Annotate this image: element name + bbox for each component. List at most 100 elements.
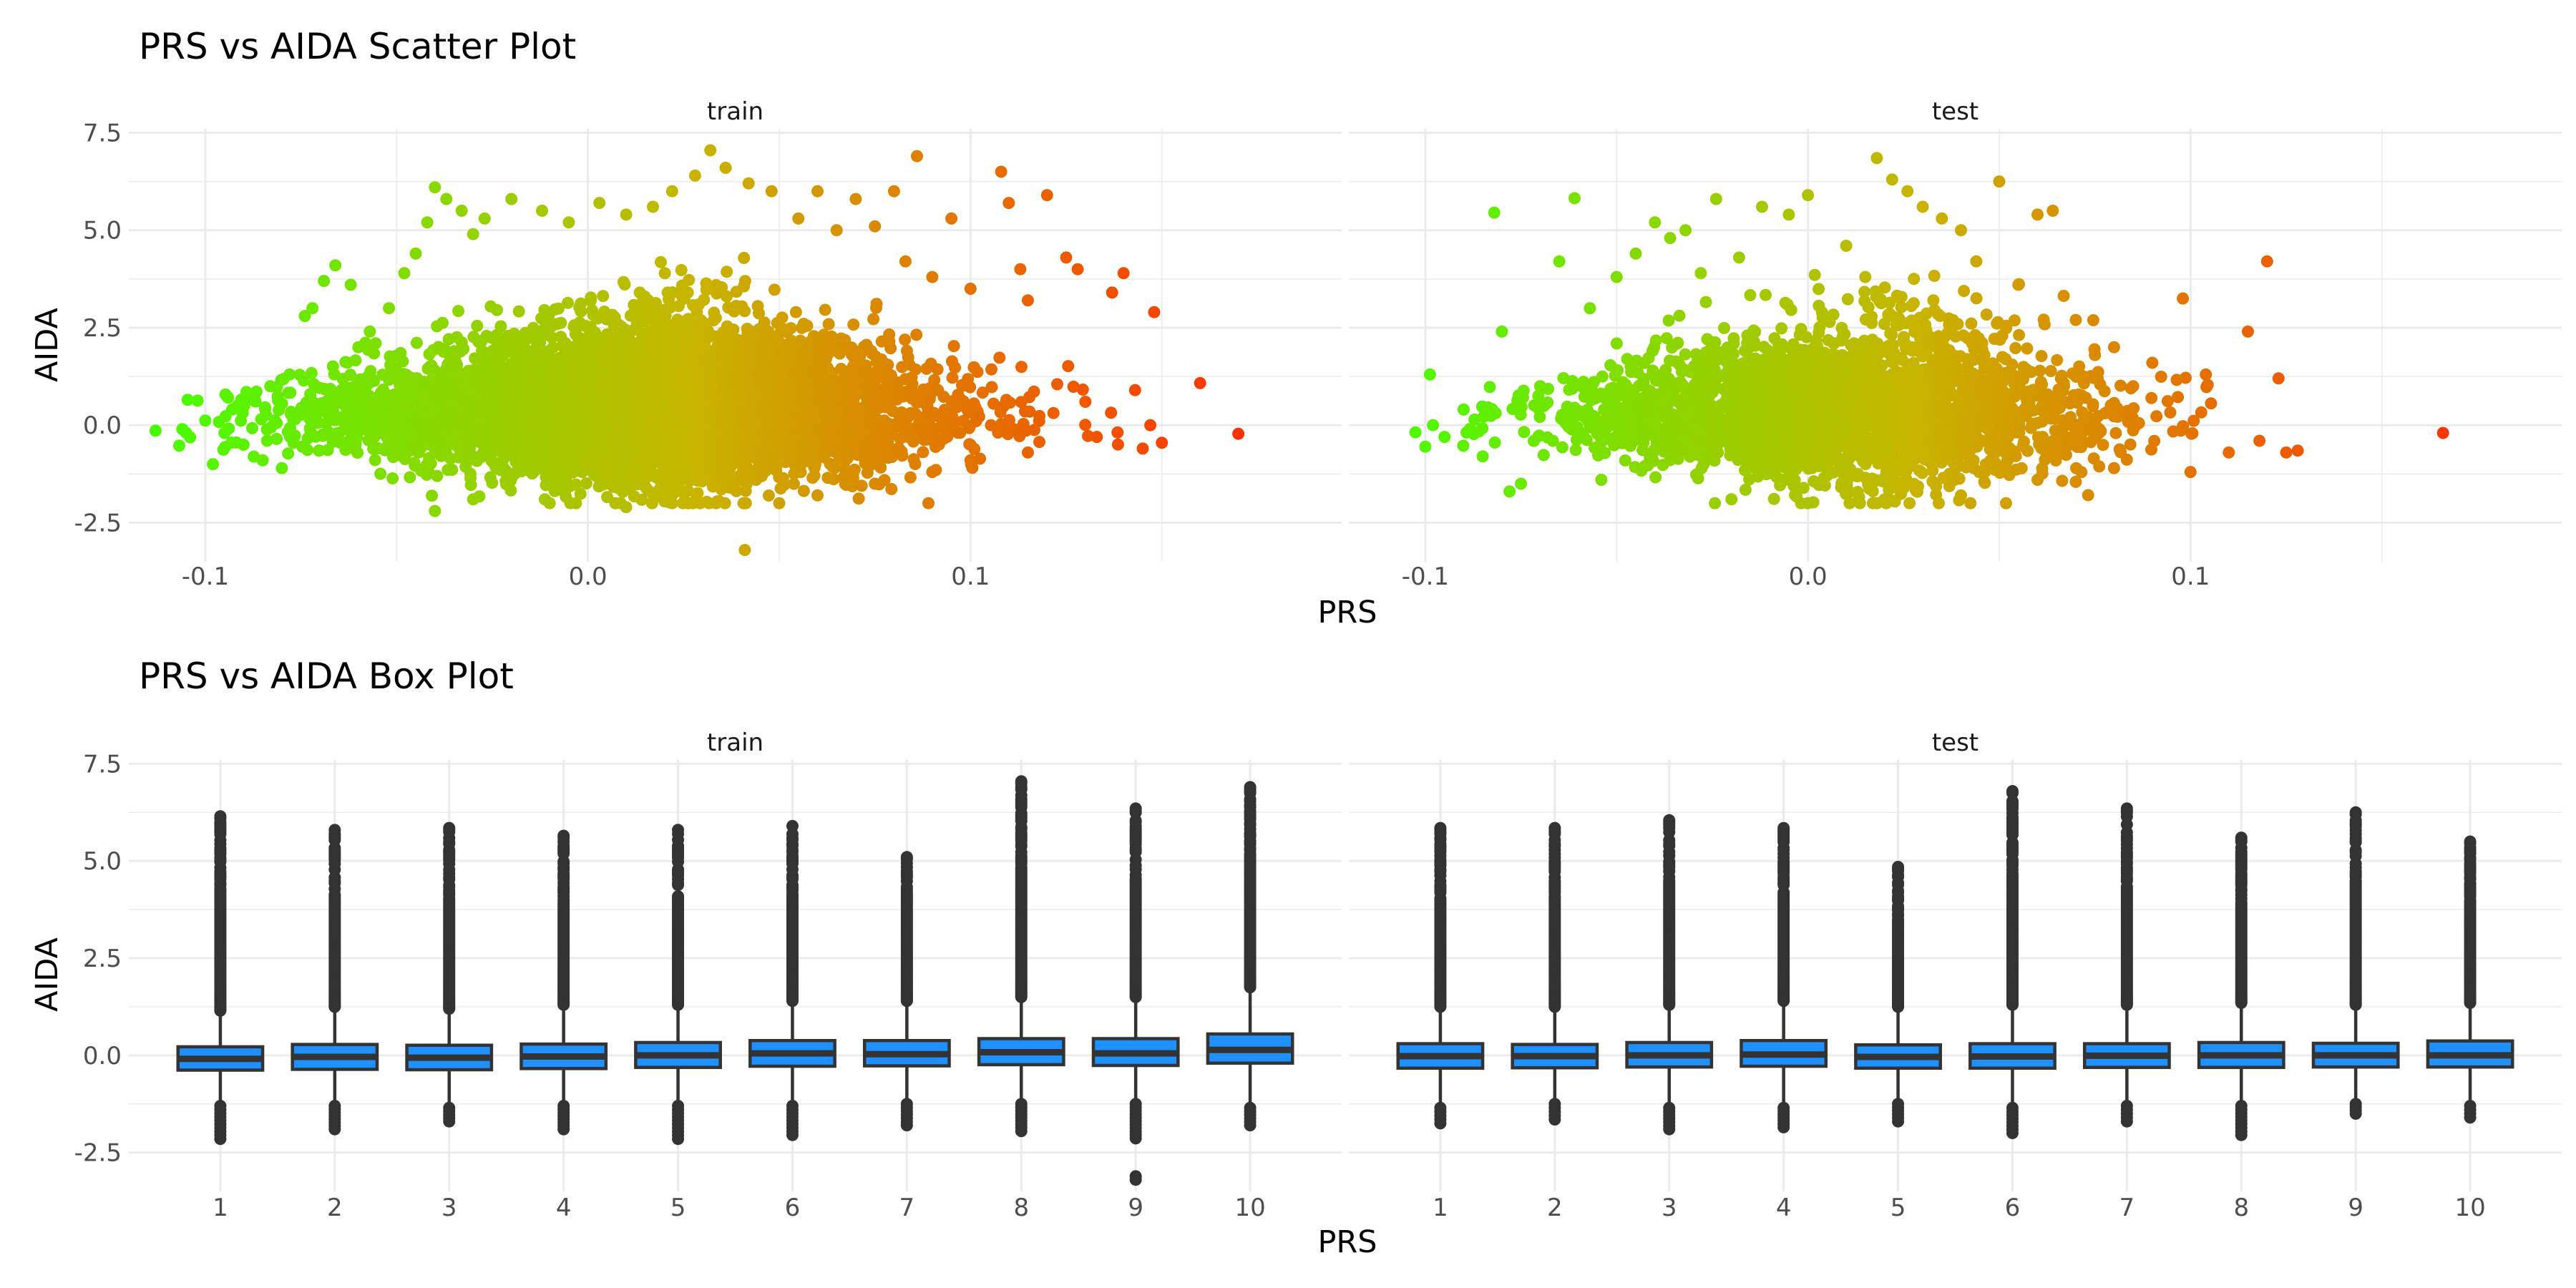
scatter-point [985,363,997,376]
scatter-point [328,368,341,381]
scatter-point [324,383,337,395]
scatter-point [426,489,438,502]
scatter-point [404,471,416,484]
scatter-point [640,351,652,364]
scatter-point [555,316,567,329]
scatter-point [592,480,605,493]
scatter-point [538,322,551,335]
scatter-point [928,374,941,386]
scatter-point [1033,436,1045,449]
scatter-point [480,329,493,342]
scatter-point [721,265,733,278]
scatter-point [762,489,775,502]
scatter-point [635,493,648,506]
scatter-point [857,426,870,439]
scatter-point [725,326,738,338]
scatter-point [848,353,861,366]
scatter-point [609,497,622,509]
scatter-point [789,306,802,318]
scatter-point [661,286,674,299]
scatter-point [883,328,896,341]
scatter-point [452,305,464,318]
scatter-point [940,406,952,419]
scatter-point [707,314,720,327]
scatter-point [575,305,587,318]
scatter-point [784,351,797,364]
scatter-point [923,393,936,406]
scatter-point [574,487,587,500]
scatter-point [602,355,615,368]
scatter-point [246,421,258,434]
scatter-point [771,316,784,329]
scatter-point [572,331,585,344]
scatter-point [922,497,935,509]
scatter-point [626,400,639,413]
scatter-point [726,398,738,410]
scatter-point [553,351,566,364]
scatter-point [775,343,788,356]
scatter-point [556,339,569,352]
scatter-point [562,296,574,309]
scatter-point [784,440,797,453]
scatter-point [985,381,998,394]
scatter-point [545,331,558,344]
scatter-point [894,421,907,434]
scatter-point [658,267,671,280]
scatter-point [462,454,475,467]
scatter-point [758,316,771,329]
scatter-point [797,484,810,497]
scatter-point [641,306,654,318]
scatter-point [711,287,723,300]
scatter-point [768,283,781,296]
scatter-point [917,383,930,396]
scatter-point [751,371,764,384]
scatter-point [790,425,803,438]
scatter-point [976,386,989,399]
scatter-point [987,397,1000,410]
scatter-point [941,430,954,443]
scatter-point [446,464,459,476]
scatter-point [638,290,651,303]
scatter-point [855,479,868,492]
scatter-point [971,366,984,379]
scatter-point [916,416,929,429]
scatter-point [376,369,389,381]
scatter-point [681,286,694,299]
scatter-point [368,374,381,387]
scatter-point [409,441,422,454]
scatter-point [512,305,525,318]
scatter-point [681,497,694,509]
scatter-point [475,450,488,463]
scatter-point [1003,414,1015,426]
scatter-point [819,353,832,366]
scatter-point [1051,378,1063,391]
scatter-point [630,318,643,331]
scatter-point [730,286,743,298]
scatter-point [985,419,997,431]
scatter-point [305,366,318,379]
scatter-point [313,444,326,457]
scatter-point [270,432,283,445]
scatter-point [655,255,667,268]
scatter-point [534,409,547,421]
scatter-point [674,315,687,328]
scatter-point [260,434,273,447]
scatter-point [444,452,457,465]
scatter-point [519,326,532,339]
scatter-point [946,355,958,368]
scatter-point [740,478,753,490]
scatter-point [887,404,899,417]
scatter-point [883,385,896,398]
scatter-point [519,342,531,355]
scatter-point [1062,360,1075,373]
scatter-point [555,378,567,391]
scatter-point [1076,384,1089,396]
scatter-point [469,352,482,365]
scatter-point [546,451,559,464]
scatter-point [1105,406,1118,419]
scatter-point [728,305,741,318]
scatter-point [661,482,674,494]
scatter-panel-train: train-0.1 0.0 0.1 [129,97,1342,591]
scatter-point [219,388,232,401]
